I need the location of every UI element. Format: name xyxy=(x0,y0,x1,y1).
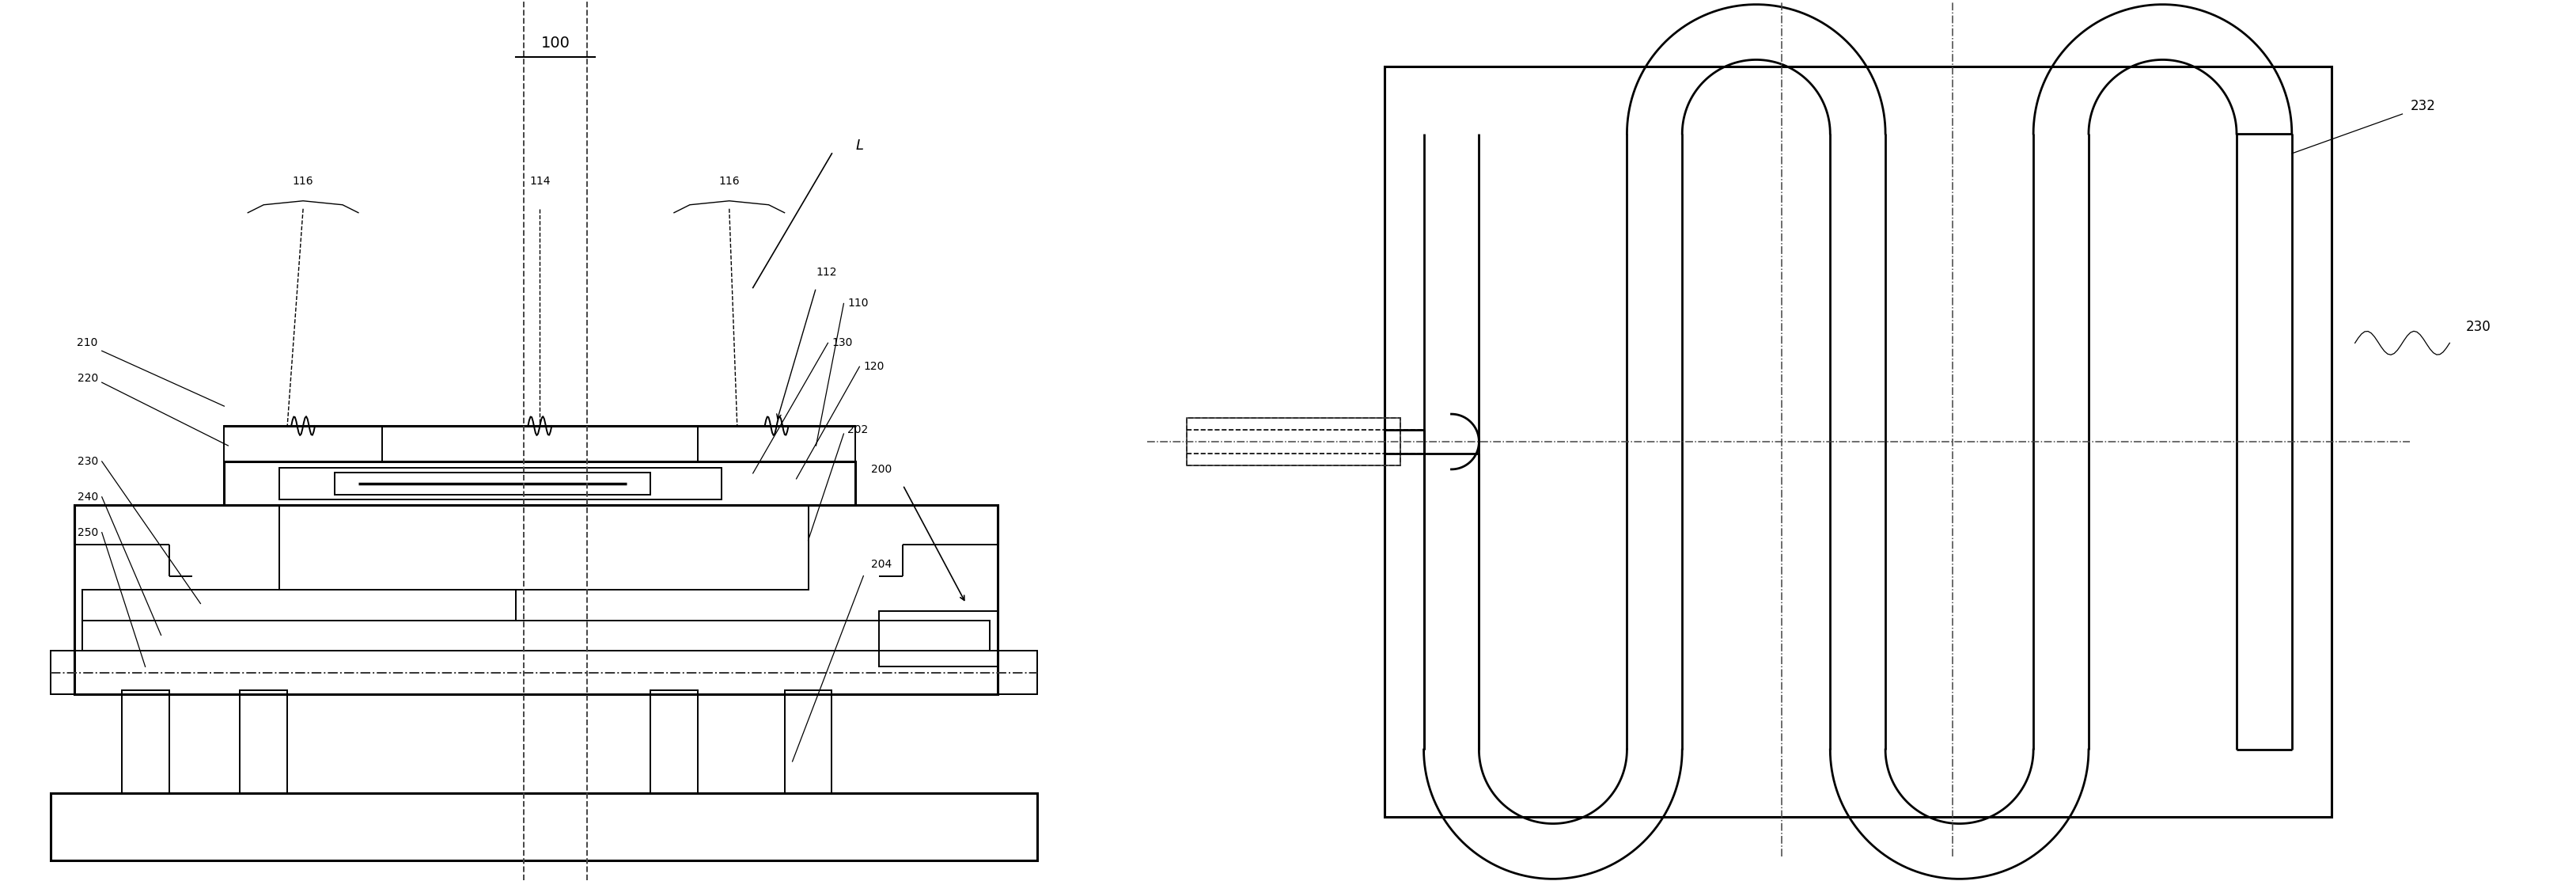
Text: 110: 110 xyxy=(848,298,868,309)
Bar xyxy=(278,505,809,589)
Text: 220: 220 xyxy=(77,373,98,384)
Bar xyxy=(82,621,989,651)
Bar xyxy=(278,468,721,500)
Text: 114: 114 xyxy=(531,175,551,187)
Text: 240: 240 xyxy=(77,492,98,502)
Text: 120: 120 xyxy=(863,361,884,372)
Text: 112: 112 xyxy=(817,266,837,278)
Text: 250: 250 xyxy=(77,527,98,538)
Bar xyxy=(1188,418,1401,465)
Bar xyxy=(75,505,997,694)
Bar xyxy=(1383,67,2331,817)
Bar xyxy=(121,691,170,793)
Text: 202: 202 xyxy=(848,425,868,435)
Bar xyxy=(82,589,515,621)
Text: 230: 230 xyxy=(2465,320,2491,334)
Text: 116: 116 xyxy=(294,175,314,187)
Text: 116: 116 xyxy=(719,175,739,187)
Text: 232: 232 xyxy=(2411,99,2434,114)
Text: 200: 200 xyxy=(871,463,891,475)
Bar xyxy=(878,611,997,667)
Bar xyxy=(224,426,381,462)
Bar xyxy=(240,691,289,793)
Text: 210: 210 xyxy=(77,337,98,349)
Text: 130: 130 xyxy=(832,337,853,349)
Text: L: L xyxy=(855,138,863,152)
Bar xyxy=(335,472,649,494)
Bar xyxy=(224,462,855,505)
Text: 204: 204 xyxy=(871,559,891,570)
Text: 230: 230 xyxy=(77,455,98,467)
Bar xyxy=(698,426,855,462)
Bar xyxy=(649,691,698,793)
Bar xyxy=(786,691,832,793)
Bar xyxy=(52,793,1038,860)
Bar xyxy=(52,651,1038,694)
Bar xyxy=(1188,418,1401,465)
Text: 100: 100 xyxy=(541,36,569,51)
